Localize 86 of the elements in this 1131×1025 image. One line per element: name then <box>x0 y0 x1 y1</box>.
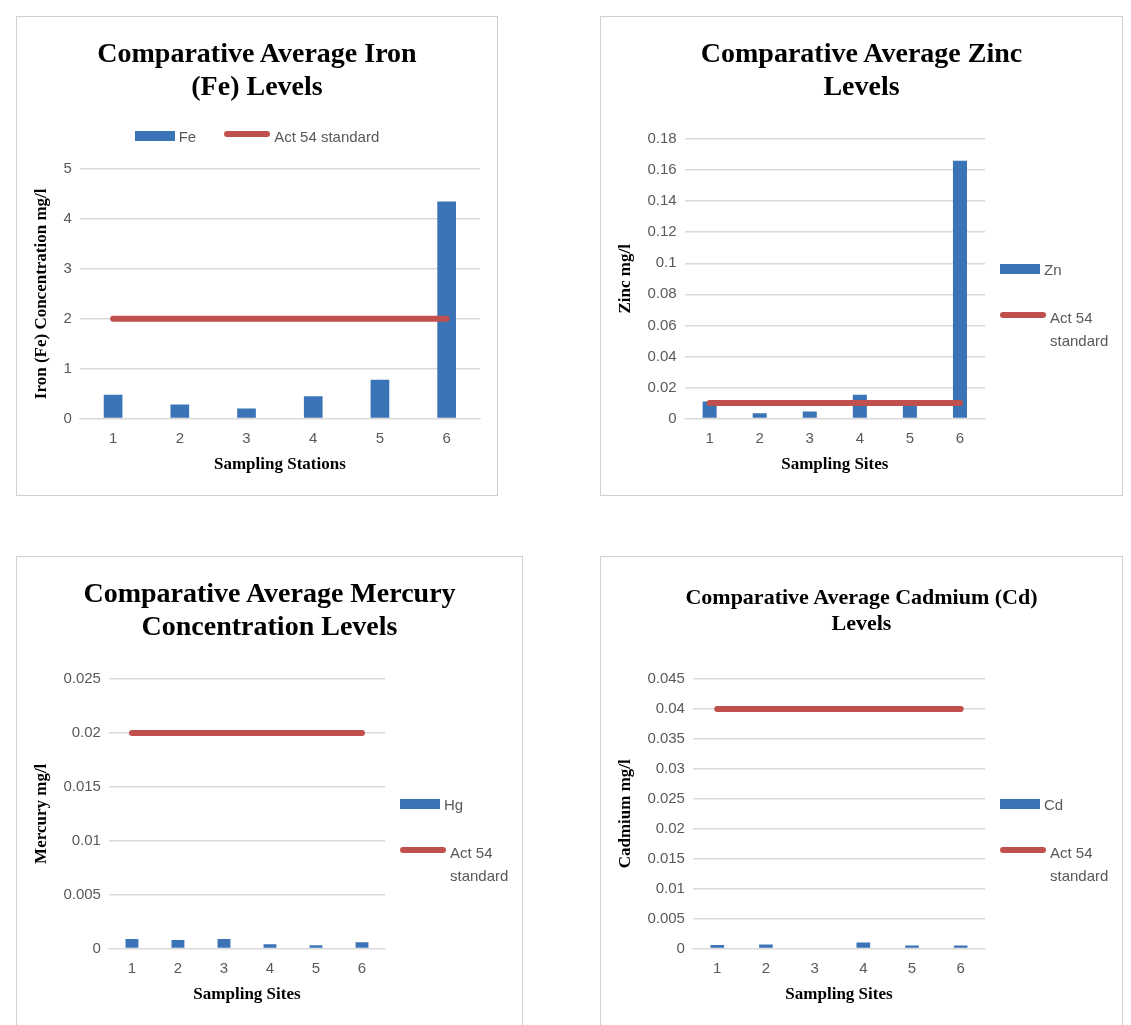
x-tick-label: 1 <box>108 428 118 446</box>
legend-label: Act 54 standard <box>1050 308 1110 351</box>
y-tick-label: 0.01 <box>655 878 685 896</box>
legend-label: Act 54 standard <box>274 126 380 147</box>
x-tick-label: 3 <box>810 958 819 976</box>
x-tick-label: 5 <box>375 428 385 446</box>
y-tick-label: 0.08 <box>647 284 677 302</box>
y-tick-label: 0.04 <box>655 699 685 717</box>
bar <box>902 404 917 418</box>
y-axis-title: Mercury mg/l <box>30 763 50 864</box>
y-tick-label: 0.02 <box>655 818 685 836</box>
y-axis-title: Zinc mg/l <box>614 243 634 314</box>
x-tick-label: 6 <box>956 958 965 976</box>
x-tick-label: 5 <box>311 958 321 976</box>
chart-title: Comparative Average Zinc Levels <box>699 36 1024 103</box>
y-tick-label: 3 <box>63 258 72 276</box>
legend-label: Hg <box>444 794 464 815</box>
bar <box>802 411 817 418</box>
y-tick-label: 0.035 <box>647 729 685 747</box>
x-tick-label: 5 <box>905 428 915 446</box>
x-tick-label: 4 <box>859 958 868 976</box>
y-tick-label: 0.005 <box>647 908 685 926</box>
x-axis-title: Sampling Sites <box>785 984 893 1004</box>
y-tick-label: 1 <box>63 358 72 376</box>
y-tick-label: 0.01 <box>71 830 101 848</box>
y-tick-label: 0.1 <box>655 253 677 271</box>
x-tick-label: 4 <box>855 428 864 446</box>
y-tick-label: 0.06 <box>647 315 677 333</box>
chart-title: Comparative Average Iron (Fe) Levels <box>96 36 418 103</box>
bar <box>237 408 256 418</box>
y-tick-label: 0.14 <box>647 191 677 209</box>
y-tick-label: 0.18 <box>647 129 677 147</box>
y-tick-label: 4 <box>63 209 72 227</box>
x-tick-label: 2 <box>761 958 771 976</box>
x-tick-label: 3 <box>805 428 814 446</box>
x-tick-label: 4 <box>309 428 318 446</box>
y-tick-label: 0.005 <box>63 884 101 902</box>
legend-label: Zn <box>1044 259 1062 280</box>
y-tick-label: 0 <box>676 938 685 956</box>
x-tick-label: 2 <box>173 958 183 976</box>
legend-label: Cd <box>1044 794 1064 815</box>
x-tick-label: 6 <box>955 428 965 446</box>
x-tick-label: 1 <box>705 428 714 446</box>
y-tick-label: 5 <box>63 159 72 177</box>
y-tick-label: 2 <box>63 308 72 326</box>
bar <box>437 201 456 418</box>
x-tick-label: 1 <box>127 958 137 976</box>
x-tick-label: 2 <box>175 428 184 446</box>
legend-label: Fe <box>178 126 197 147</box>
bar <box>952 160 967 418</box>
x-tick-label: 4 <box>265 958 275 976</box>
y-tick-label: 0.12 <box>647 222 677 240</box>
y-tick-label: 0 <box>668 408 677 426</box>
y-tick-label: 0.025 <box>63 669 101 687</box>
legend-label: Act 54 standard <box>1050 843 1110 886</box>
y-tick-label: 0.04 <box>647 346 677 364</box>
x-axis-title: Sampling Sites <box>193 984 301 1004</box>
y-tick-label: 0.02 <box>647 377 677 395</box>
x-tick-label: 3 <box>242 428 251 446</box>
x-tick-label: 6 <box>442 428 451 446</box>
x-tick-label: 5 <box>907 958 917 976</box>
y-tick-label: 0.015 <box>647 848 685 866</box>
y-tick-label: 0.025 <box>647 788 685 806</box>
x-axis-title: Sampling Sites <box>781 454 889 474</box>
y-tick-label: 0 <box>92 938 101 956</box>
y-tick-label: 0 <box>63 408 72 426</box>
x-tick-label: 6 <box>357 958 367 976</box>
chart-title: Comparative Average Cadmium (Cd) Levels <box>684 583 1039 637</box>
y-axis-title: Iron (Fe) Concentration mg/l <box>30 188 50 400</box>
legend-label: Act 54 standard <box>450 843 510 886</box>
bar <box>170 404 190 418</box>
x-tick-label: 3 <box>219 958 229 976</box>
bar <box>103 394 123 418</box>
y-axis-title: Cadmium mg/l <box>614 758 634 869</box>
x-tick-label: 2 <box>755 428 764 446</box>
y-tick-label: 0.045 <box>647 669 685 687</box>
x-axis-title: Sampling Stations <box>213 454 347 474</box>
bar <box>370 379 390 418</box>
y-tick-label: 0.03 <box>655 759 685 777</box>
chart-title: Comparative Average Mercury Concentration Levels <box>82 576 457 643</box>
y-tick-label: 0.015 <box>63 776 101 794</box>
bar <box>303 396 323 418</box>
y-tick-label: 0.02 <box>71 723 101 741</box>
bar <box>752 413 767 418</box>
x-tick-label: 1 <box>713 958 722 976</box>
y-tick-label: 0.16 <box>647 160 677 178</box>
